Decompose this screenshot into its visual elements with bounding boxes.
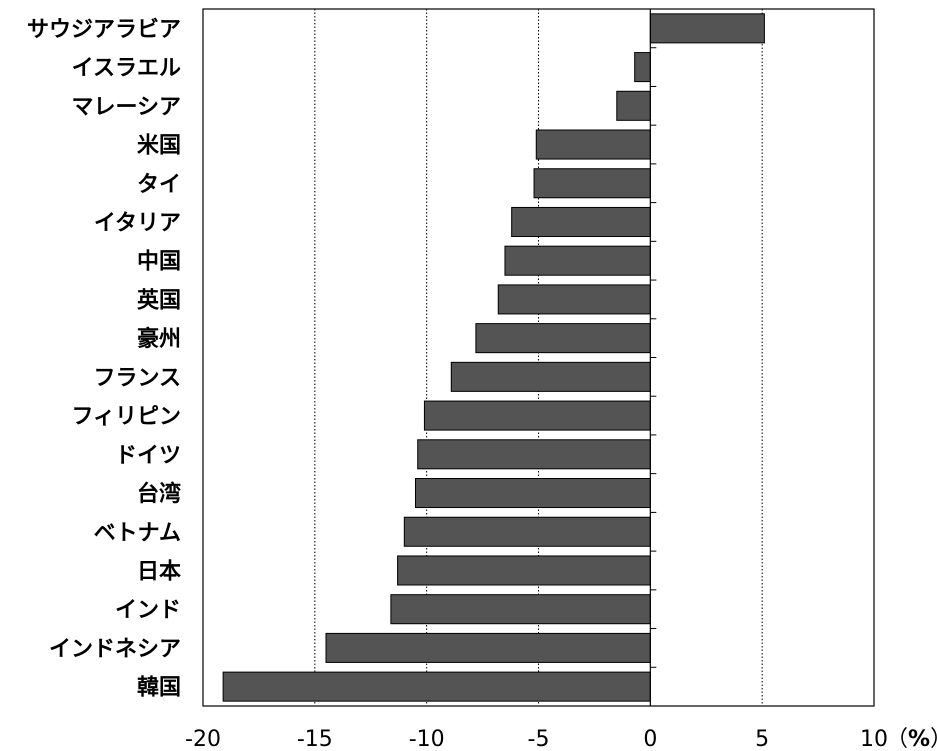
unit-paren-close: ） (930, 727, 937, 751)
x-tick-label: -10 (409, 727, 445, 751)
bar (397, 555, 651, 586)
category-labels: サウジアラビアイスラエルマレーシア米国タイイタリア中国英国豪州フランスフィリピン… (27, 17, 181, 700)
x-tick-labels: -20 -15 -10 -5 0 5 10 (185, 727, 888, 751)
category-label: 米国 (137, 134, 181, 159)
category-label: 豪州 (137, 326, 181, 352)
bar (222, 671, 651, 702)
category-label: インド (115, 598, 181, 623)
x-tick-label: -15 (297, 727, 333, 751)
bar (450, 361, 651, 392)
bar (325, 632, 651, 663)
category-label: ドイツ (115, 443, 181, 468)
bar (616, 90, 651, 121)
bar (414, 478, 651, 509)
grid-lines (314, 9, 763, 706)
category-label: タイ (137, 172, 181, 197)
bar (634, 52, 651, 83)
bar (504, 245, 651, 276)
bar (533, 168, 651, 199)
bar (649, 13, 765, 44)
bar (390, 594, 651, 625)
category-label: フランス (93, 366, 181, 391)
unit-paren-open: （ (886, 727, 908, 751)
plot-border (202, 8, 875, 707)
category-label: サウジアラビア (27, 17, 181, 42)
category-label: 中国 (137, 250, 181, 275)
bar (497, 284, 651, 315)
category-label: イタリア (94, 211, 181, 236)
bar (403, 516, 651, 547)
bar (535, 129, 651, 160)
bar (475, 323, 651, 354)
bar (423, 400, 651, 431)
bar (417, 439, 651, 470)
category-label: マレーシア (71, 95, 181, 120)
category-label: インドネシア (49, 637, 181, 662)
category-label: 台湾 (137, 481, 181, 507)
x-axis-unit: （%） (886, 727, 937, 751)
category-label: 韓国 (137, 675, 181, 701)
category-label: イスラエル (72, 56, 181, 81)
category-label: 日本 (137, 559, 181, 584)
category-label: ベトナム (94, 521, 181, 546)
x-tick-label: -5 (528, 727, 550, 751)
category-label: フィリピン (71, 405, 181, 430)
bar (511, 206, 651, 237)
bars (222, 13, 765, 702)
x-tick-label: 10 (860, 727, 888, 751)
x-tick-label: 5 (755, 727, 769, 751)
plot-frame (202, 8, 875, 707)
x-tick-label: 0 (643, 727, 657, 751)
unit-symbol: % (908, 727, 930, 751)
x-tick-label: -20 (185, 727, 221, 751)
category-label: 英国 (137, 288, 181, 313)
